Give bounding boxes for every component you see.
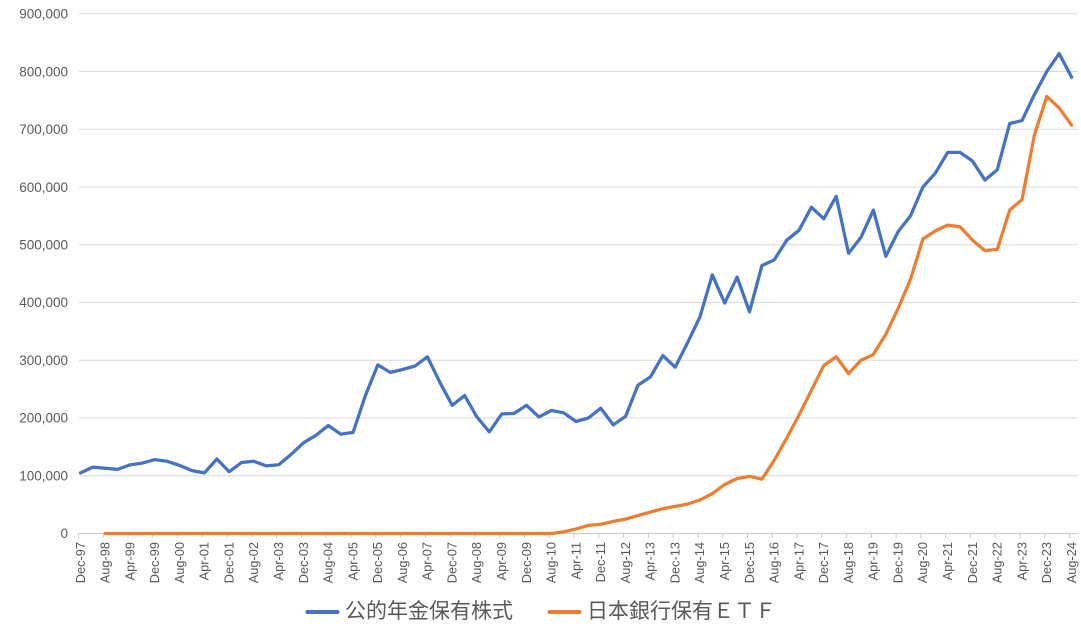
- x-axis-labels: Dec-97 Aug-98 Apr-99 Dec-99 Aug-00 Apr-01 Dec-…: [73, 542, 1079, 583]
- x-axis-tick-label: Aug-98: [98, 542, 113, 583]
- x-axis-tick-label: Dec-99: [147, 542, 162, 583]
- x-axis-tick-label: Aug-04: [321, 542, 336, 583]
- x-axis-tick-label: Apr-21: [940, 542, 955, 580]
- x-axis-tick-label: Aug-24: [1064, 542, 1079, 583]
- x-axis-tick-label: Apr-03: [271, 542, 286, 580]
- series-lines: [78, 51, 1074, 536]
- legend-swatch-boj-etf: [547, 610, 581, 614]
- x-axis-tick-label: Dec-19: [890, 542, 905, 583]
- x-axis-tick-label: Dec-09: [519, 542, 534, 583]
- x-axis-tick-label: Aug-20: [915, 542, 930, 583]
- x-axis-tick-label: Dec-05: [370, 542, 385, 583]
- public-pension-stocks-line: [78, 51, 1074, 475]
- y-axis-tick-label: 600,000: [19, 180, 68, 195]
- x-axis-tick-label: Apr-05: [345, 542, 360, 580]
- x-axis-tick-label: Aug-00: [172, 542, 187, 583]
- x-axis-tick-label: Dec-01: [221, 542, 236, 583]
- y-axis-tick-label: 400,000: [19, 295, 68, 310]
- x-axis-tick-label: Aug-14: [692, 542, 707, 583]
- x-axis-tick-label: Aug-16: [767, 542, 782, 583]
- x-axis-tick-label: Apr-99: [122, 542, 137, 580]
- x-axis-ticks: [78, 533, 1071, 538]
- x-axis-tick-label: Aug-18: [841, 542, 856, 583]
- legend: 公的年金保有株式 日本銀行保有ＥＴＦ: [305, 599, 776, 625]
- x-axis-tick-label: Aug-08: [469, 542, 484, 583]
- x-axis-tick-label: Apr-07: [420, 542, 435, 580]
- legend-label-public-pension: 公的年金保有株式: [345, 600, 513, 623]
- x-axis-tick-label: Apr-01: [197, 542, 212, 580]
- x-axis-tick-label: Aug-22: [990, 542, 1005, 583]
- legend-label-boj-etf: 日本銀行保有ＥＴＦ: [587, 600, 776, 623]
- x-axis-tick-label: Apr-15: [717, 542, 732, 580]
- x-axis-tick-label: Dec-21: [965, 542, 980, 583]
- x-axis-tick-label: Aug-02: [246, 542, 261, 583]
- x-axis-tick-label: Dec-03: [296, 542, 311, 583]
- x-axis-tick-label: Dec-07: [444, 542, 459, 583]
- x-axis-tick-label: Dec-15: [742, 542, 757, 583]
- x-axis-tick-label: Aug-12: [618, 542, 633, 583]
- x-axis-tick-label: Dec-17: [816, 542, 831, 583]
- x-axis-tick-label: Aug-06: [395, 542, 410, 583]
- x-axis-tick-label: Apr-13: [643, 542, 658, 580]
- y-axis-tick-label: 100,000: [19, 468, 68, 483]
- x-axis-tick-label: Apr-17: [791, 542, 806, 580]
- legend-item-boj-etf: 日本銀行保有ＥＴＦ: [547, 599, 776, 625]
- x-axis-tick-label: Dec-97: [73, 542, 88, 583]
- x-axis-tick-label: Apr-23: [1014, 542, 1029, 580]
- y-axis-labels: 0 100,000 200,000 300,000 400,000 500,000 600,…: [19, 7, 68, 542]
- y-axis-tick-label: 700,000: [19, 122, 68, 137]
- y-axis-tick-label: 300,000: [19, 353, 68, 368]
- x-axis-tick-label: Aug-10: [544, 542, 559, 583]
- x-axis-tick-label: Apr-11: [568, 542, 583, 579]
- y-axis-tick-label: 900,000: [19, 7, 68, 22]
- y-axis-tick-label: 0: [60, 526, 68, 541]
- y-axis-tick-label: 500,000: [19, 238, 68, 253]
- gridlines: [79, 13, 1078, 534]
- x-axis-tick-label: Dec-11: [593, 542, 608, 582]
- y-axis-tick-label: 200,000: [19, 411, 68, 426]
- boj-etf-line: [103, 94, 1074, 536]
- x-axis-tick-label: Dec-13: [667, 542, 682, 583]
- legend-swatch-public-pension: [305, 610, 339, 614]
- legend-item-public-pension: 公的年金保有株式: [305, 599, 513, 625]
- x-axis-tick-label: Apr-19: [866, 542, 881, 580]
- y-axis-tick-label: 800,000: [19, 64, 68, 79]
- x-axis-tick-label: Apr-09: [494, 542, 509, 580]
- x-axis-tick-label: Dec-23: [1039, 542, 1054, 583]
